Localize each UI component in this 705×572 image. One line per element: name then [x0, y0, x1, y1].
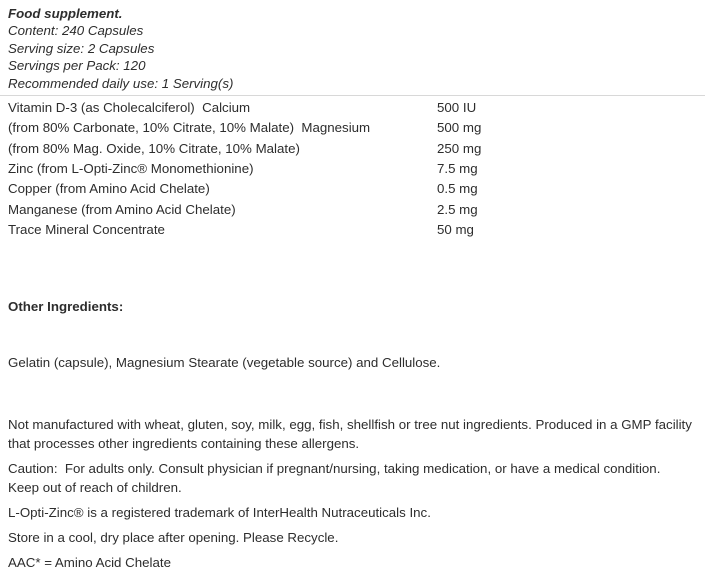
table-row: Manganese (from Amino Acid Chelate) 2.5 …: [8, 200, 695, 220]
serving-size-line: Serving size: 2 Capsules: [8, 40, 155, 56]
food-supplement-title: Food supplement.: [8, 6, 123, 21]
trademark-note: L-Opti-Zinc® is a registered trademark o…: [8, 504, 431, 520]
ingredient-label: Trace Mineral Concentrate: [8, 222, 165, 237]
ingredient-label: (from 80% Mag. Oxide, 10% Citrate, 10% M…: [8, 140, 300, 156]
other-ingredients-heading: Other Ingredients:: [8, 298, 124, 314]
table-row: (from 80% Carbonate, 10% Citrate, 10% Ma…: [8, 118, 695, 138]
ingredient-value: 500 mg: [437, 120, 482, 136]
storage-note: Store in a cool, dry place after opening…: [8, 529, 339, 545]
content-line: Content: 240 Capsules: [8, 23, 144, 39]
ingredient-label: (from 80% Carbonate, 10% Citrate, 10% Ma…: [8, 120, 371, 136]
ingredient-label: Manganese (from Amino Acid Chelate): [8, 201, 236, 217]
other-ingredients-paragraph: Other Ingredients: Gelatin (capsule), Ma…: [8, 260, 695, 410]
ingredient-value: 250 mg: [437, 140, 482, 156]
table-row: Vitamin D-3 (as Cholecalciferol) Calcium…: [8, 98, 695, 118]
ingredient-label: Copper (from Amino Acid Chelate): [8, 181, 210, 197]
table-row: (from 80% Mag. Oxide, 10% Citrate, 10% M…: [8, 139, 695, 159]
nutrition-table: Vitamin D-3 (as Cholecalciferol) Calcium…: [8, 98, 695, 240]
header-block: Food supplement. Content: 240 Capsules S…: [8, 5, 695, 92]
ingredient-label: Zinc (from L-Opti-Zinc® Monomethionine): [8, 161, 254, 177]
allergen-note: Not manufactured with wheat, gluten, soy…: [8, 417, 696, 451]
ingredient-value: 7.5 mg: [437, 161, 478, 177]
servings-per-pack-line: Servings per Pack: 120: [8, 58, 146, 74]
ingredient-value: 500 IU: [437, 100, 477, 116]
ingredient-value: 50 mg: [437, 222, 474, 237]
recommended-use-line: Recommended daily use: 1 Serving(s): [8, 75, 234, 91]
table-row: Copper (from Amino Acid Chelate) 0.5 mg: [8, 179, 695, 199]
aac-note: AAC* = Amino Acid Chelate: [8, 554, 171, 570]
table-row: Zinc (from L-Opti-Zinc® Monomethionine) …: [8, 159, 695, 179]
caution-note: Caution: For adults only. Consult physic…: [8, 460, 665, 495]
ingredient-label: Vitamin D-3 (as Cholecalciferol) Calcium: [8, 100, 251, 116]
other-ingredients-text: Gelatin (capsule), Magnesium Stearate (v…: [8, 354, 441, 370]
ingredient-value: 2.5 mg: [437, 201, 478, 217]
table-top-divider: [0, 95, 705, 97]
table-row: Trace Mineral Concentrate 50 mg: [8, 220, 695, 240]
ingredient-value: 0.5 mg: [437, 181, 478, 197]
